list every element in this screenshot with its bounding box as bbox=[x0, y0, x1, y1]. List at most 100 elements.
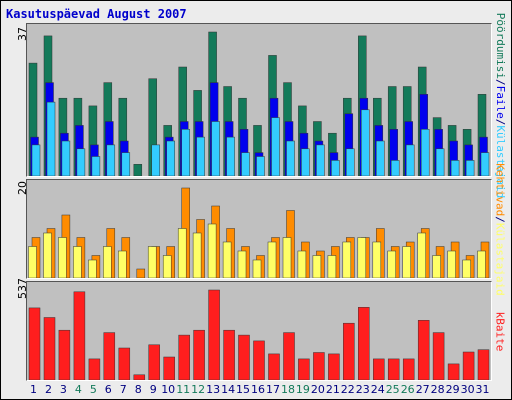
bar-kbaite-day-12 bbox=[193, 329, 205, 380]
bar-kbaite-day-26 bbox=[402, 358, 415, 380]
x-tick-day-29: 29 bbox=[445, 383, 460, 396]
x-tick-day-5: 5 bbox=[89, 383, 97, 396]
bar-kbaite-day-27 bbox=[417, 320, 430, 380]
x-tick-day-10: 10 bbox=[161, 383, 176, 396]
bar-külastajaid-day-6 bbox=[106, 144, 116, 176]
legend-0-part-1: / bbox=[493, 78, 507, 86]
bar-külastajaid-day-19 bbox=[297, 250, 307, 278]
bar-kehtivad-day-8 bbox=[136, 268, 146, 278]
legend-errors: Kehtivad/Külastajaid bbox=[494, 163, 507, 295]
x-tick-day-14: 14 bbox=[221, 383, 236, 396]
bar-kbaite-day-2 bbox=[43, 317, 56, 380]
bar-külastajaid-day-11 bbox=[177, 228, 187, 278]
bar-külastajaid-day-29 bbox=[450, 160, 460, 176]
bar-kbaite-day-1 bbox=[28, 307, 41, 380]
bar-külastajaid-day-21 bbox=[331, 160, 340, 176]
bar-külastajaid-day-1 bbox=[31, 144, 41, 176]
x-axis-days: 1 2 3 4 5 6 7 8 9 10 11 12 13 14 15 16 17 18 19 20 21 22 23 24 2… bbox=[26, 383, 490, 397]
x-tick-day-21: 21 bbox=[325, 383, 340, 396]
bar-külastajaid-day-31 bbox=[480, 152, 490, 176]
bar-külastajaid-day-25 bbox=[387, 250, 396, 278]
bar-kbaite-day-23 bbox=[358, 307, 370, 380]
bar-kbaite-day-6 bbox=[103, 332, 116, 380]
bar-külastajaid-day-4 bbox=[73, 246, 82, 278]
bar-külastajaid-day-1 bbox=[28, 246, 37, 278]
x-tick-day-30: 30 bbox=[460, 383, 475, 396]
bar-pöördumisi-day-7 bbox=[118, 97, 128, 176]
x-tick-day-11: 11 bbox=[176, 383, 191, 396]
bar-külastajaid-day-14 bbox=[226, 136, 235, 176]
bar-kbaite-day-8 bbox=[133, 374, 146, 380]
bar-kbaite-day-31 bbox=[477, 349, 490, 380]
bar-külastajaid-day-19 bbox=[301, 148, 310, 176]
x-tick-day-8: 8 bbox=[134, 383, 142, 396]
bar-külastajaid-day-20 bbox=[312, 255, 322, 278]
errors-panel bbox=[26, 179, 492, 279]
x-tick-day-4: 4 bbox=[74, 383, 82, 396]
bar-kbaite-day-10 bbox=[163, 356, 175, 380]
legend-2-part-0: kBaite bbox=[493, 311, 507, 351]
bar-külastajaid-day-17 bbox=[271, 117, 280, 176]
bar-kbaite-day-16 bbox=[253, 340, 265, 380]
bar-külastajaid-day-12 bbox=[196, 136, 205, 176]
x-tick-day-17: 17 bbox=[266, 383, 280, 396]
bar-külastajaid-day-28 bbox=[432, 255, 441, 278]
bar-külastajaid-day-23 bbox=[357, 237, 367, 278]
bar-külastajaid-day-28 bbox=[435, 148, 445, 176]
bar-külastajaid-day-16 bbox=[252, 259, 262, 278]
bar-külastajaid-day-15 bbox=[241, 152, 250, 176]
bar-kbaite-day-24 bbox=[373, 358, 385, 380]
bar-külastajaid-day-20 bbox=[316, 144, 325, 176]
bar-külastajaid-day-24 bbox=[376, 140, 385, 176]
bar-külastajaid-day-9 bbox=[151, 144, 160, 176]
bar-külastajaid-day-27 bbox=[420, 129, 430, 176]
x-tick-day-20: 20 bbox=[310, 383, 325, 396]
bar-külastajaid-day-29 bbox=[447, 250, 456, 278]
x-tick-day-13: 13 bbox=[206, 383, 221, 396]
bar-külastajaid-day-11 bbox=[181, 129, 190, 176]
bar-külastajaid-day-22 bbox=[346, 148, 355, 176]
bar-külastajaid-day-12 bbox=[192, 232, 202, 278]
x-tick-day-7: 7 bbox=[119, 383, 127, 396]
bar-kbaite-day-4 bbox=[73, 291, 86, 380]
bar-külastajaid-day-2 bbox=[43, 232, 52, 278]
bar-külastajaid-day-7 bbox=[121, 152, 131, 176]
x-tick-day-19: 19 bbox=[295, 383, 310, 396]
legend-1-part-2: Külastajaid bbox=[493, 222, 507, 296]
bar-pöördumisi-day-5 bbox=[88, 105, 98, 176]
bar-külastajaid-day-15 bbox=[237, 250, 247, 278]
bar-külastajaid-day-3 bbox=[58, 237, 67, 278]
visits-plot bbox=[28, 31, 490, 176]
legend-0-part-0: Pöördumisi bbox=[493, 12, 507, 79]
bar-faile-day-25 bbox=[389, 129, 398, 176]
bar-kbaite-day-5 bbox=[88, 358, 101, 380]
legend-0-part-3: / bbox=[493, 118, 507, 125]
x-tick-day-31: 31 bbox=[475, 383, 490, 396]
x-tick-day-28: 28 bbox=[430, 383, 445, 396]
x-tick-day-6: 6 bbox=[104, 383, 112, 396]
bandwidth-plot bbox=[28, 289, 490, 380]
bar-pöördumisi-day-31 bbox=[477, 94, 487, 176]
bar-kbaite-day-29 bbox=[447, 363, 460, 380]
chart-title: Kasutuspäevad August 2007 bbox=[6, 7, 187, 21]
x-tick-day-9: 9 bbox=[149, 383, 157, 396]
x-tick-day-15: 15 bbox=[236, 383, 250, 396]
bar-külastajaid-day-4 bbox=[76, 148, 86, 176]
bar-kbaite-day-25 bbox=[387, 358, 400, 380]
legend-1-part-0: Kehtivad bbox=[493, 162, 507, 216]
bar-külastajaid-day-9 bbox=[147, 246, 157, 278]
x-tick-day-1: 1 bbox=[30, 383, 37, 396]
x-tick-day-16: 16 bbox=[251, 383, 265, 396]
bar-kbaite-day-19 bbox=[298, 358, 310, 380]
bar-külastajaid-day-13 bbox=[207, 223, 217, 278]
x-tick-day-2: 2 bbox=[45, 383, 52, 396]
bar-kbaite-day-22 bbox=[343, 322, 355, 380]
bar-kbaite-day-30 bbox=[462, 351, 475, 380]
bar-külastajaid-day-27 bbox=[417, 232, 426, 278]
bar-külastajaid-day-26 bbox=[402, 246, 411, 278]
bar-külastajaid-day-18 bbox=[286, 140, 295, 176]
bar-kbaite-day-28 bbox=[432, 332, 445, 380]
x-tick-day-25: 25 bbox=[385, 383, 400, 396]
bar-kbaite-day-9 bbox=[148, 344, 160, 380]
bar-pöördumisi-day-1 bbox=[28, 62, 38, 176]
